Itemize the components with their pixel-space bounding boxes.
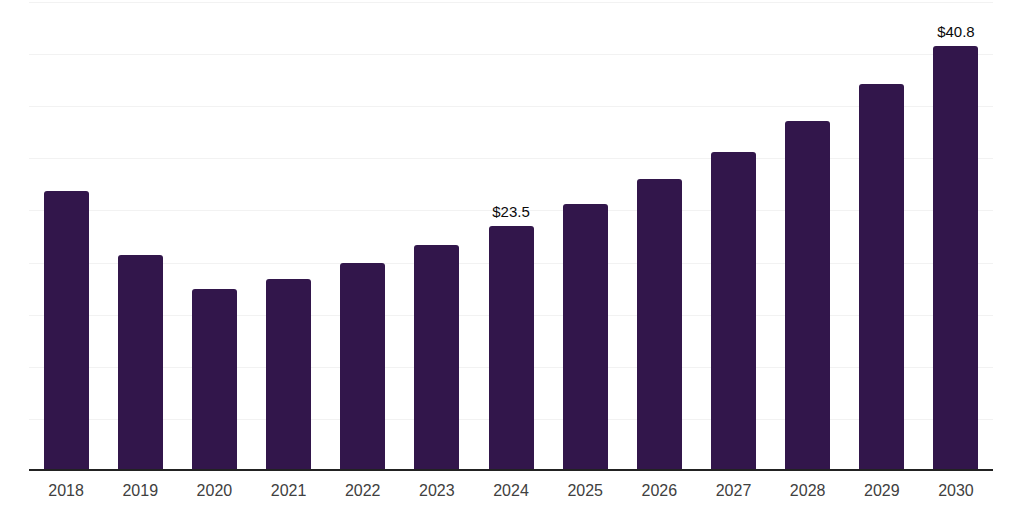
bar-slot-2019 [103,2,177,471]
x-tick-label-2030: 2030 [919,482,993,500]
bar-2018 [44,191,89,471]
x-tick-label-2026: 2026 [622,482,696,500]
bar-slot-2030: $40.8 [919,2,993,471]
bar-slot-2021 [251,2,325,471]
bar-2019 [118,255,163,471]
bar-slot-2026 [622,2,696,471]
bar-slot-2023 [400,2,474,471]
x-tick-label-2023: 2023 [400,482,474,500]
bar-slot-2029 [845,2,919,471]
x-tick-label-2022: 2022 [326,482,400,500]
bar-2023 [414,245,459,471]
bar-2025 [563,204,608,471]
bar-2028 [785,121,830,471]
bar-2024 [489,226,534,471]
bar-value-label-2024: $23.5 [492,203,530,220]
bar-2026 [637,179,682,471]
bar-value-label-2030: $40.8 [937,23,975,40]
x-tick-label-2018: 2018 [29,482,103,500]
bar-slot-2027 [696,2,770,471]
bar-2020 [192,289,237,471]
bar-slot-2022 [326,2,400,471]
x-tick-label-2019: 2019 [103,482,177,500]
bar-2029 [859,84,904,471]
x-tick-label-2028: 2028 [771,482,845,500]
bar-2027 [711,152,756,471]
bar-slot-2018 [29,2,103,471]
bar-2030 [933,46,978,471]
bar-chart: $23.5$40.8 20182019202020212022202320242… [0,0,1024,512]
x-tick-label-2027: 2027 [696,482,770,500]
x-axis-labels: 2018201920202021202220232024202520262027… [29,482,993,500]
x-tick-label-2025: 2025 [548,482,622,500]
bars-layer: $23.5 $40.8 [29,2,993,471]
bar-slot-2028 [771,2,845,471]
bar-2022 [340,263,385,471]
x-tick-label-2024: 2024 [474,482,548,500]
bar-slot-2024: $23.5 [474,2,548,471]
x-tick-label-2029: 2029 [845,482,919,500]
x-axis-line [29,469,993,471]
x-tick-label-2021: 2021 [251,482,325,500]
bar-slot-2025 [548,2,622,471]
bar-slot-2020 [177,2,251,471]
plot-area: $23.5 $40.8 [29,2,993,471]
bar-2021 [266,279,311,471]
x-tick-label-2020: 2020 [177,482,251,500]
